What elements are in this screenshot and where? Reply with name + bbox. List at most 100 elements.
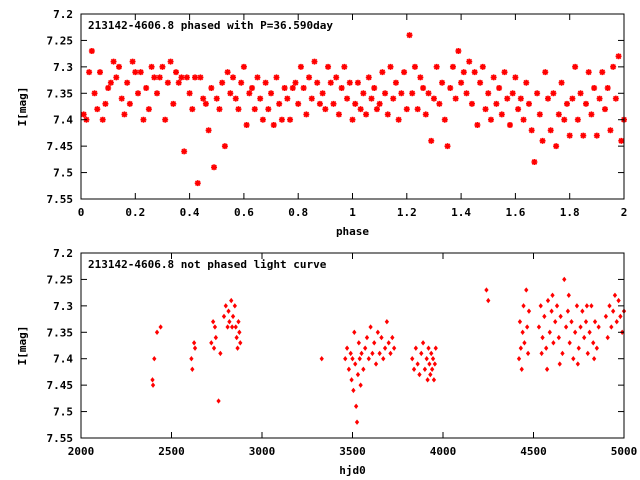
unphased-data-point — [429, 366, 435, 372]
phased-data-point — [246, 90, 253, 97]
unphased-data-point — [607, 303, 612, 309]
phased-data-point — [618, 137, 625, 144]
phased-data-point — [221, 143, 228, 150]
unphased-data-point — [547, 329, 552, 335]
phased-data-point — [151, 74, 158, 81]
unphased-data-point — [556, 334, 561, 341]
phased-data-point — [534, 90, 541, 97]
unphased-data-point — [190, 366, 195, 372]
phased-data-point — [197, 74, 204, 81]
phased-data-point — [363, 111, 370, 118]
phased-data-point — [392, 79, 399, 86]
phased-data-point — [417, 74, 424, 81]
phased-data-point — [610, 63, 617, 70]
phased-data-point — [230, 74, 237, 81]
phased-data-point — [181, 148, 188, 155]
phased-data-point — [376, 100, 383, 107]
unphased-axis-ticks: 2000 2500 3000 3500 4000 4500 5000 7.2 7.25 7.3 7.… — [47, 247, 638, 458]
unphased-data-point — [226, 308, 231, 314]
phased-plot-frame — [80, 13, 625, 200]
unphased-data-point — [560, 350, 565, 357]
phased-data-point — [496, 85, 503, 91]
phased-x-tick-label: 1.6 — [505, 206, 525, 219]
phased-x-tick-label: 0 — [78, 206, 85, 219]
phased-data-point — [132, 69, 139, 76]
unphased-data-point — [227, 319, 232, 325]
phased-x-tick-label: 1 — [349, 206, 356, 219]
unphased-data-point — [415, 361, 420, 367]
phased-data-point — [563, 100, 570, 107]
phased-data-point — [249, 85, 256, 91]
unphased-data-point — [238, 340, 243, 346]
unphased-data-point — [353, 403, 359, 409]
unphased-data-point — [213, 334, 218, 341]
phased-data-point — [344, 95, 351, 102]
unphased-data-point — [381, 356, 386, 362]
phased-data-point — [403, 106, 410, 113]
unphased-data-point — [569, 319, 574, 325]
phased-data-point — [596, 95, 603, 102]
unphased-data-point — [375, 329, 380, 335]
unphased-y-tick-label: 7.35 — [47, 326, 74, 339]
phased-data-point — [235, 106, 242, 113]
phased-data-point — [360, 90, 367, 97]
phased-data-point — [107, 79, 114, 86]
unphased-data-point — [346, 366, 352, 372]
phased-data-point — [86, 69, 93, 76]
unphased-data-point — [158, 324, 163, 330]
phased-data-point — [213, 95, 220, 102]
phased-data-point — [487, 116, 494, 123]
unphased-data-point — [422, 366, 428, 372]
unphased-data-point — [575, 361, 580, 367]
phased-data-point — [175, 79, 182, 86]
phased-data-point — [284, 95, 291, 102]
phased-data-point — [349, 116, 356, 123]
phased-data-point — [311, 58, 318, 65]
phased-data-point — [273, 74, 280, 81]
phased-y-tick-label: 7.2 — [53, 8, 73, 21]
unphased-data-point — [557, 361, 562, 367]
unphased-data-point — [353, 361, 358, 367]
unphased-data-point — [536, 324, 542, 330]
unphased-data-point — [521, 303, 526, 309]
phased-x-tick-label: 1.2 — [397, 206, 417, 219]
unphased-data-point — [355, 371, 361, 378]
phased-data-point — [509, 90, 516, 97]
unphased-data-point — [558, 313, 563, 320]
unphased-data-point — [426, 345, 431, 351]
unphased-plot-frame — [80, 252, 625, 439]
phased-data-point — [257, 95, 264, 102]
phased-data-point — [550, 90, 557, 97]
unphased-data-point — [230, 313, 236, 320]
phased-data-point — [582, 100, 589, 107]
unphased-data-point — [525, 350, 531, 357]
phased-data-point — [384, 111, 391, 118]
unphased-data-point — [517, 319, 523, 325]
phased-data-point — [300, 85, 307, 91]
phased-data-point — [452, 95, 459, 102]
phased-data-point — [167, 58, 174, 65]
unphased-data-point — [603, 313, 609, 320]
phased-data-point — [373, 106, 380, 113]
phased-data-point — [295, 100, 302, 107]
unphased-data-point — [223, 303, 228, 309]
unphased-data-point — [424, 356, 429, 362]
unphased-data-point — [433, 345, 438, 351]
unphased-data-point — [150, 382, 156, 388]
phased-x-tick-label: 0.6 — [234, 206, 254, 219]
phased-y-tick-label: 7.3 — [53, 61, 73, 74]
phased-data-point — [170, 100, 177, 107]
phased-data-point — [409, 90, 416, 97]
unphased-light-curve-panel: 2000 2500 3000 3500 4000 4500 5000 7.2 7.25 7.3 7.… — [16, 247, 637, 477]
phased-data-point — [477, 79, 484, 86]
phased-y-tick-label: 7.25 — [47, 34, 74, 47]
phased-data-point — [126, 100, 133, 107]
phased-data-point — [135, 90, 142, 97]
phased-data-point — [333, 74, 340, 81]
unphased-data-point — [189, 356, 194, 362]
phased-data-point — [439, 79, 446, 86]
phased-data-point — [433, 63, 440, 70]
unphased-x-tick-label: 4500 — [520, 445, 547, 458]
phased-data-point — [536, 111, 543, 118]
